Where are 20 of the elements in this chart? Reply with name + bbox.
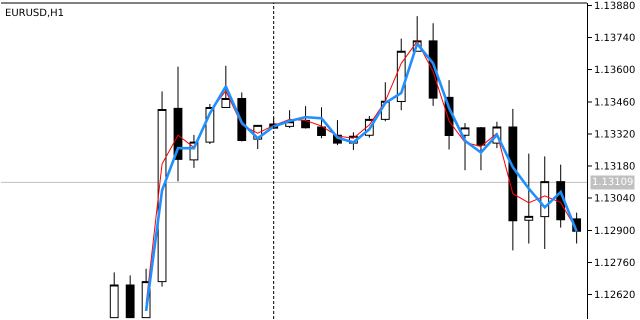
y-tick-label: 1.12620 xyxy=(594,290,636,302)
candlestick xyxy=(301,106,310,130)
y-tick-label: 1.13880 xyxy=(594,0,636,12)
y-tick-label: 1.13320 xyxy=(594,129,636,140)
y-tick-label: 1.13600 xyxy=(594,65,636,76)
y-tick-label: 1.13740 xyxy=(594,32,636,44)
candlestick xyxy=(317,106,326,139)
candlestick xyxy=(524,153,534,244)
ref-line-label: 1.13109 xyxy=(592,177,634,188)
y-tick-label: 1.12900 xyxy=(594,226,636,237)
candlestick xyxy=(508,108,518,251)
y-tick-label: 1.13180 xyxy=(594,162,636,173)
y-tick-label: 1.13460 xyxy=(594,97,636,108)
text: EURUSD,H1 xyxy=(5,8,64,19)
candlestick xyxy=(476,126,486,171)
candlestick xyxy=(460,122,470,171)
candlestick xyxy=(126,274,135,318)
candlestick xyxy=(221,65,230,108)
y-tick-label: 1.12760 xyxy=(594,258,636,270)
y-tick-label: 1.13040 xyxy=(594,194,636,205)
